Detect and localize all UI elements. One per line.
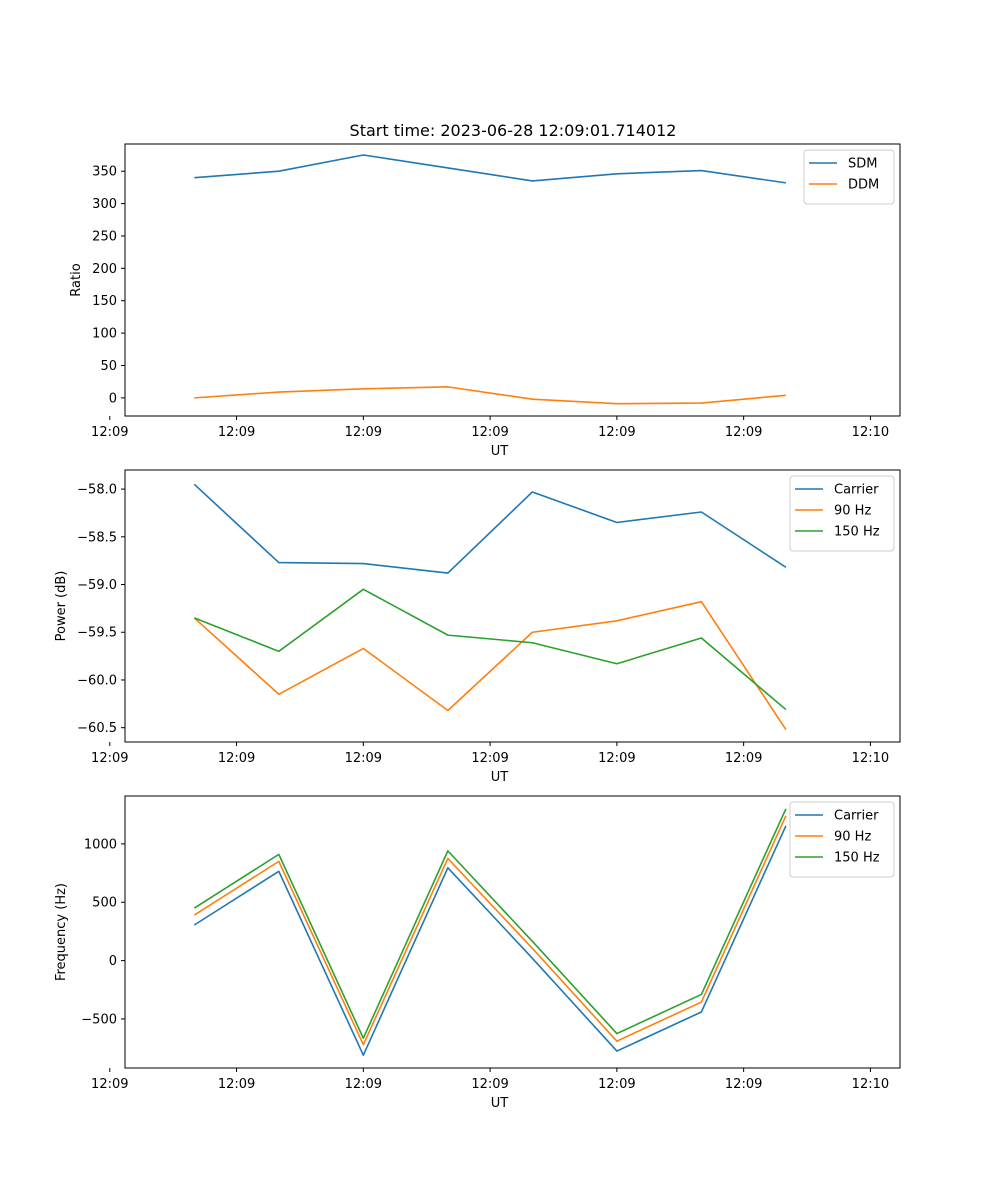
series-line-sdm	[194, 154, 787, 184]
x-tick-label: 12:09	[598, 751, 635, 766]
y-tick-label: 1000	[84, 837, 117, 852]
series-line-carrier	[193, 825, 787, 1056]
x-tick-label: 12:09	[725, 425, 762, 440]
y-tick-label: 300	[92, 197, 117, 212]
series-line-150-hz	[194, 588, 787, 711]
y-tick-label: −60.0	[77, 673, 117, 688]
y-tick-label: −59.0	[77, 578, 117, 593]
y-tick-label: 0	[109, 954, 117, 969]
x-tick-label: 12:09	[471, 425, 508, 440]
x-tick-label: 12:09	[471, 751, 508, 766]
y-tick-label: −60.5	[77, 721, 117, 736]
x-tick-label: 12:10	[852, 1077, 889, 1092]
y-tick-label: 200	[92, 262, 117, 277]
series-line-90-hz	[193, 600, 787, 731]
legend-label: 150 Hz	[834, 851, 880, 866]
series-line-carrier	[193, 483, 787, 574]
legend-label: Carrier	[834, 483, 879, 498]
y-tick-label: 350	[92, 165, 117, 180]
figure-title: Start time: 2023-06-28 12:09:01.714012	[350, 121, 677, 140]
y-tick-label: 100	[92, 327, 117, 342]
x-axis-label: UT	[491, 1096, 509, 1111]
x-axis-label: UT	[491, 770, 509, 785]
legend-label: 150 Hz	[834, 525, 880, 540]
x-axis-label: UT	[491, 444, 509, 459]
x-tick-label: 12:09	[91, 751, 128, 766]
series-line-90-hz	[193, 815, 787, 1046]
y-tick-label: 150	[92, 294, 117, 309]
legend-box	[789, 801, 895, 878]
x-tick-label: 12:09	[218, 1077, 255, 1092]
x-tick-label: 12:09	[598, 425, 635, 440]
y-tick-label: 500	[92, 896, 117, 911]
x-tick-label: 12:09	[598, 1077, 635, 1092]
x-tick-label: 12:09	[725, 1077, 762, 1092]
y-tick-label: −500	[81, 1012, 117, 1027]
x-tick-label: 12:09	[345, 1077, 382, 1092]
legend-label: 90 Hz	[834, 830, 871, 845]
legend: SDM DDM	[803, 149, 895, 205]
x-tick-label: 12:09	[218, 751, 255, 766]
y-tick-label: 50	[100, 359, 117, 374]
legend: Carrier 90 Hz 150 Hz	[789, 801, 895, 878]
x-tick-label: 12:09	[345, 425, 382, 440]
y-tick-label: −58.5	[77, 530, 117, 545]
chart-panel-2: 12:09 12:09 12:09 12:09 12:09 12:09 12:10 −58.0…	[54, 469, 901, 785]
x-tick-label: 12:09	[471, 1077, 508, 1092]
x-tick-label: 12:09	[91, 425, 128, 440]
x-tick-label: 12:09	[218, 425, 255, 440]
plot-frame	[124, 795, 901, 1069]
legend-label: DDM	[848, 178, 879, 193]
legend-box	[789, 475, 895, 552]
y-tick-label: −58.0	[77, 483, 117, 498]
series-line-ddm	[194, 386, 786, 405]
x-tick-label: 12:10	[852, 425, 889, 440]
y-tick-label: 0	[109, 391, 117, 406]
y-axis-label: Power (dB)	[54, 571, 69, 642]
x-tick-label: 12:09	[725, 751, 762, 766]
legend-label: 90 Hz	[834, 504, 871, 519]
legend: Carrier 90 Hz 150 Hz	[789, 475, 895, 552]
plot-frame	[124, 469, 901, 743]
x-tick-label: 12:10	[852, 751, 889, 766]
plot-frame	[124, 143, 901, 417]
legend-label: Carrier	[834, 809, 879, 824]
y-axis-label: Ratio	[69, 263, 84, 296]
x-tick-label: 12:09	[345, 751, 382, 766]
y-axis-label: Frequency (Hz)	[54, 883, 69, 981]
series-line-150-hz	[193, 808, 787, 1040]
y-tick-label: −59.5	[77, 626, 117, 641]
chart-panel-3: 12:09 12:09 12:09 12:09 12:09 12:09 12:10 −500 0…	[54, 795, 901, 1111]
y-tick-label: 250	[92, 229, 117, 244]
x-tick-label: 12:09	[91, 1077, 128, 1092]
legend-label: SDM	[848, 157, 877, 172]
chart-panel-1: 12:09 12:09 12:09 12:09 12:09 12:09 12:10 0 50 10…	[69, 143, 901, 459]
charts-container: 12:09 12:09 12:09 12:09 12:09 12:09 12:10 0 50 10…	[54, 143, 901, 1111]
